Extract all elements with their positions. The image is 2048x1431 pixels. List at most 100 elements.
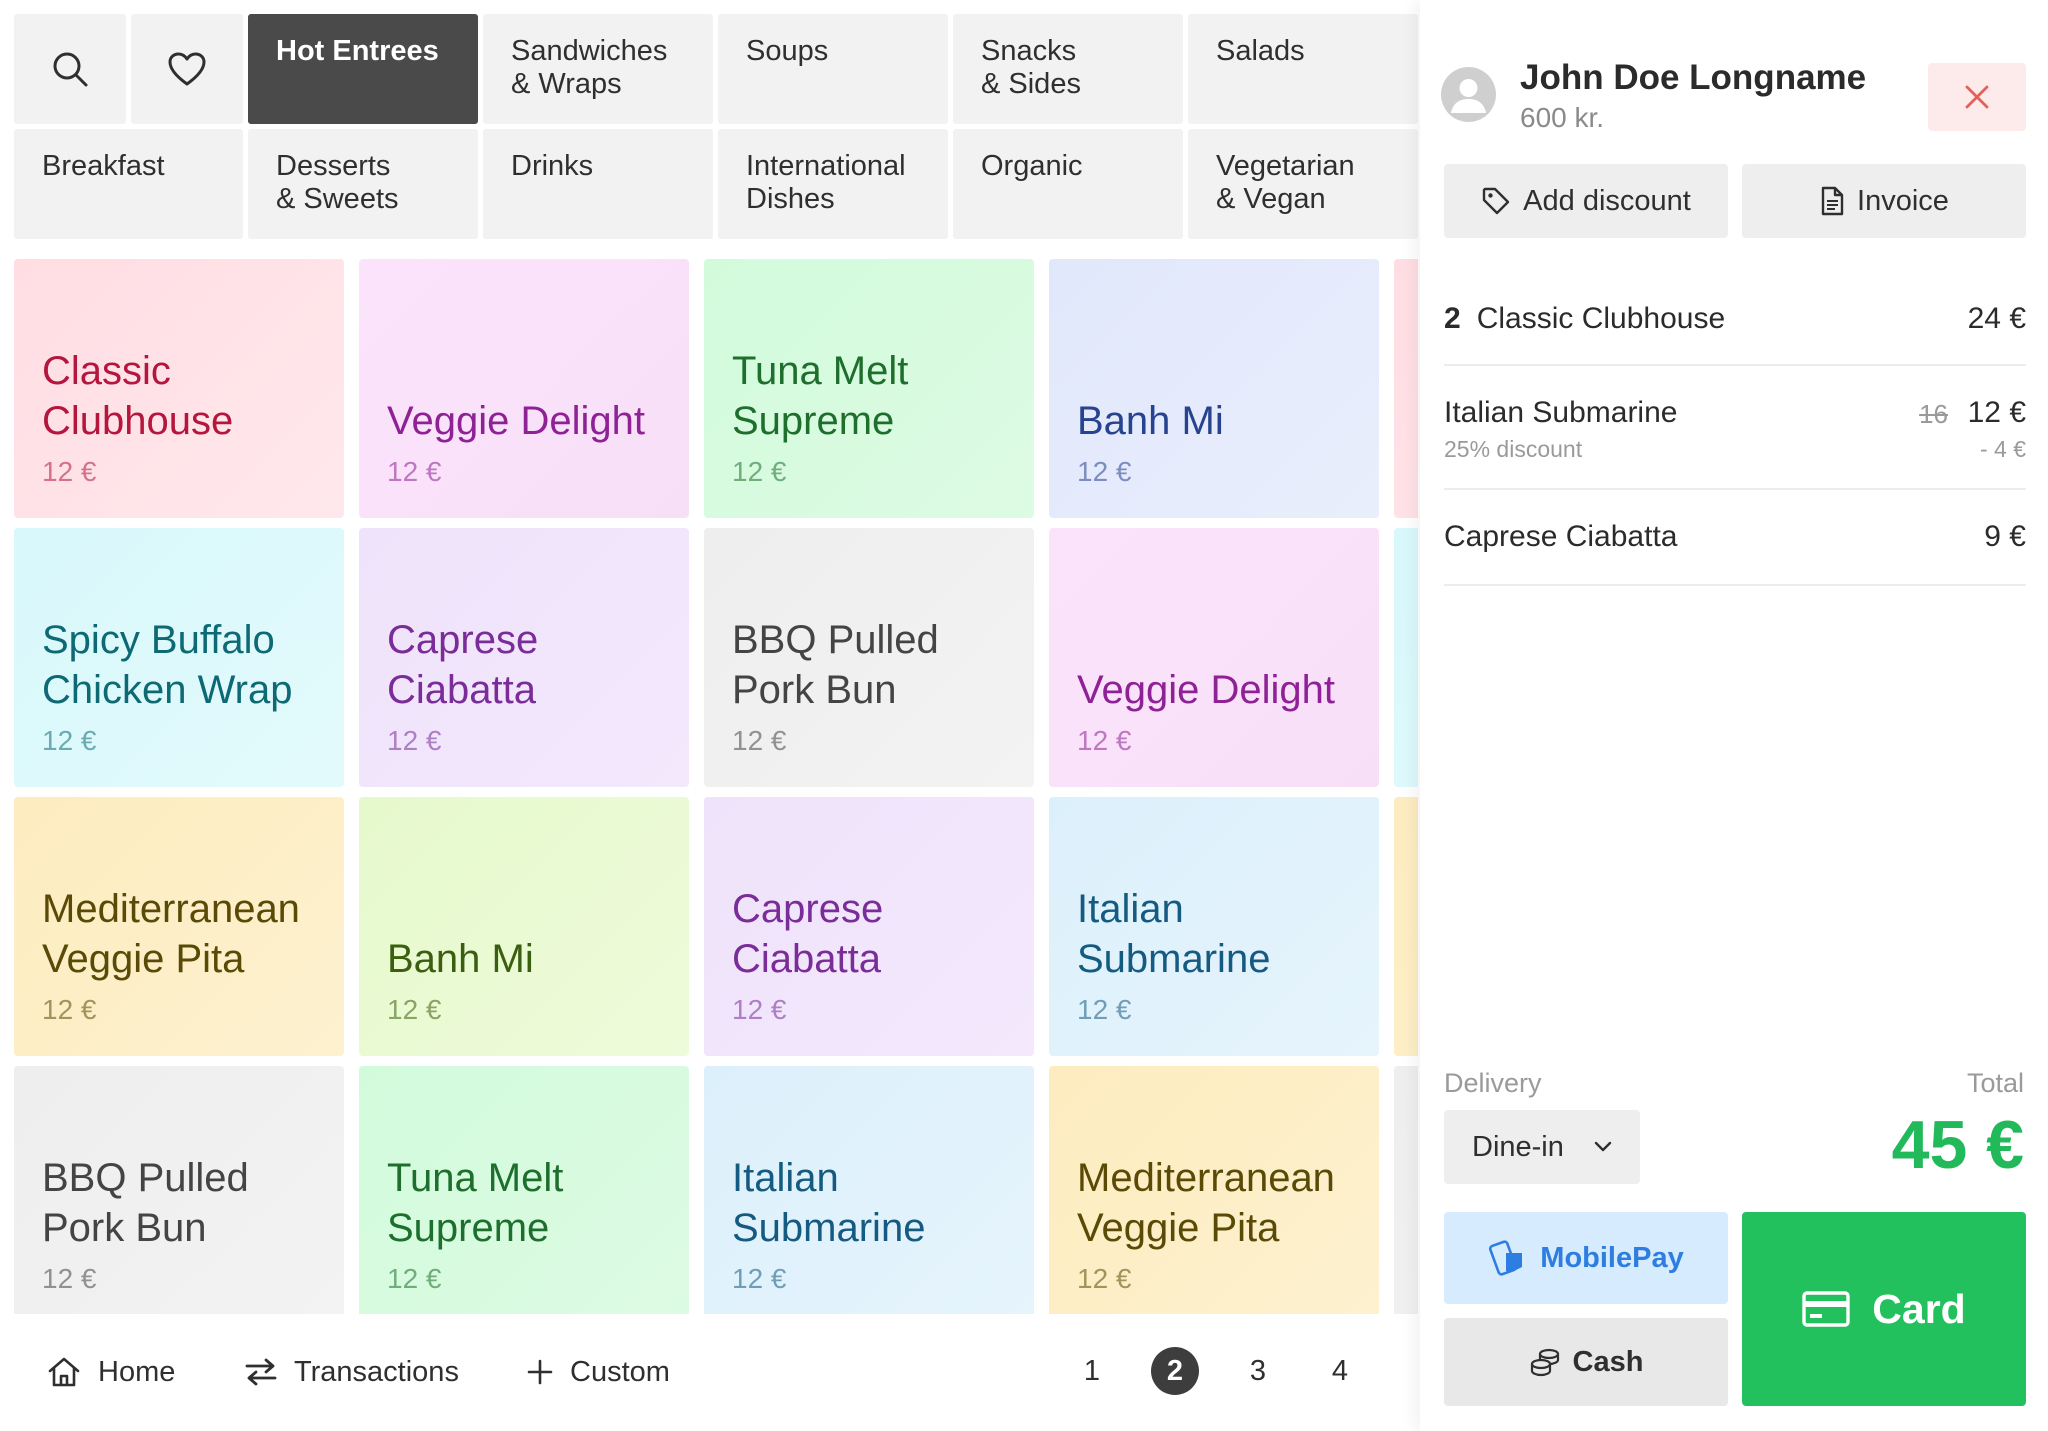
product-tile[interactable]: Classic Clubhouse 12 €	[14, 259, 344, 518]
order-line[interactable]: Caprese Ciabatta 9 €	[1444, 490, 2026, 586]
product-name: Italian Submarine	[732, 1156, 926, 1250]
product-tile[interactable]: Spicy Buffalo Chicken Wrap 12 €	[14, 528, 344, 787]
nav-transactions-label: Transactions	[294, 1355, 459, 1388]
product-tile[interactable]: BBQ Pulled Pork Bun 12 €	[14, 1066, 344, 1314]
page-4[interactable]: 4	[1331, 1354, 1349, 1387]
product-name: Caprese Ciabatta	[732, 887, 884, 981]
page-2[interactable]: 2	[1151, 1347, 1199, 1395]
order-line-discount-amount: - 4 €	[1979, 436, 2026, 462]
card-button[interactable]: Card	[1742, 1212, 2026, 1406]
product-name: Mediterranean Veggie Pita	[1077, 1156, 1335, 1250]
add-discount-button[interactable]: Add discount	[1444, 164, 1728, 238]
nav-custom[interactable]: Custom	[526, 1350, 670, 1394]
tab-drinks[interactable]: Drinks	[483, 129, 713, 239]
order-line-original-price: 16	[1919, 399, 1948, 429]
product-price: 12 €	[387, 725, 442, 756]
plus-icon	[527, 1359, 553, 1385]
product-tile[interactable]: Banh Mi 12 €	[1049, 259, 1379, 518]
product-name: Classic Clubhouse	[42, 349, 234, 443]
product-tile[interactable]: Tuna Melt Supreme 12 €	[359, 1066, 689, 1314]
product-tile[interactable]: E P9	[1394, 1066, 1418, 1314]
tab-salads[interactable]: Salads	[1188, 14, 1418, 124]
product-tile[interactable]: Caprese Ciabatta 12 €	[359, 528, 689, 787]
product-name: Italian Submarine	[1077, 887, 1271, 981]
customer-name: John Doe Longname	[1520, 58, 1867, 97]
product-tile[interactable]: Banh Mi 12 €	[359, 797, 689, 1056]
delivery-select[interactable]: Dine-in	[1444, 1110, 1640, 1184]
product-tile[interactable]: M V1	[1394, 797, 1418, 1056]
product-name: Caprese Ciabatta	[387, 618, 539, 712]
product-price: 12 €	[1077, 1263, 1132, 1294]
document-icon	[1821, 186, 1844, 216]
product-price: 12 €	[732, 994, 787, 1025]
product-name: Tuna Melt Supreme	[387, 1156, 564, 1250]
search-icon	[53, 52, 88, 87]
page-1[interactable]: 1	[1083, 1354, 1101, 1387]
product-tile[interactable]: Tuna Melt Supreme 12 €	[704, 259, 1034, 518]
product-price: 12 €	[42, 456, 97, 487]
product-grid: Classic Clubhouse 12 € Veggie Delight 12 €…	[14, 259, 1418, 1314]
order-line-qty: 2	[1444, 302, 1461, 335]
nav-home[interactable]: Home	[46, 1350, 175, 1394]
product-tile[interactable]: S C8	[1394, 528, 1418, 787]
favorites-button[interactable]	[131, 14, 243, 124]
delivery-value: Dine-in	[1472, 1130, 1564, 1163]
product-name: BBQ Pulled Pork Bun	[42, 1156, 249, 1250]
total-label: Total	[1966, 1068, 2024, 1098]
product-name: Tuna Melt Supreme	[732, 349, 909, 443]
product-tile[interactable]: Mediterranean Veggie Pita 12 €	[14, 797, 344, 1056]
tag-icon	[1482, 187, 1510, 215]
order-panel: John Doe Longname 600 kr. Add discount I…	[1420, 0, 2048, 1431]
order-line-discount-label: 25% discount	[1444, 436, 1583, 462]
coins-icon	[1530, 1348, 1559, 1377]
product-tile[interactable]: BBQ Pulled Pork Bun 12 €	[704, 528, 1034, 787]
search-button[interactable]	[14, 14, 126, 124]
product-tile[interactable]: Veggie Delight 12 €	[359, 259, 689, 518]
product-tile[interactable]: Mediterranean Veggie Pita 12 €	[1049, 1066, 1379, 1314]
mobilepay-button[interactable]: MobilePay	[1444, 1212, 1728, 1304]
customer-balance: 600 kr.	[1520, 102, 1605, 133]
tab-breakfast[interactable]: Breakfast	[14, 129, 243, 239]
tab-desserts-sweets[interactable]: Desserts & Sweets	[248, 129, 478, 239]
order-line-name: Italian Submarine	[1444, 396, 1678, 429]
tab-vegetarian-vegan[interactable]: Vegetarian & Vegan	[1188, 129, 1418, 239]
product-tile[interactable]: Italian Submarine 12 €	[704, 1066, 1034, 1314]
order-line-amount: 12 €	[1967, 396, 2026, 429]
tab-international-dishes[interactable]: International Dishes	[718, 129, 948, 239]
product-name: Veggie Delight	[1077, 668, 1335, 712]
product-price: 12 €	[1077, 456, 1132, 487]
product-tile[interactable]: Veggie Delight 12 €	[1049, 528, 1379, 787]
clear-customer-button[interactable]	[1928, 63, 2026, 131]
product-price: 12 €	[387, 456, 442, 487]
product-price: 12 €	[1077, 725, 1132, 756]
add-discount-label: Add discount	[1523, 184, 1691, 217]
total-value: 45 €	[1891, 1107, 2024, 1183]
product-price: 12 €	[1077, 994, 1132, 1025]
order-line[interactable]: 2 Classic Clubhouse 24 €	[1444, 268, 2026, 366]
order-line[interactable]: Italian Submarine 25% discount 16 12 € -…	[1444, 366, 2026, 490]
order-line-amount: 24 €	[1967, 302, 2026, 335]
product-tile[interactable]: Caprese Ciabatta 12 €	[704, 797, 1034, 1056]
cash-button[interactable]: Cash	[1444, 1318, 1728, 1406]
product-tile[interactable]: C C6	[1394, 259, 1418, 518]
product-tile[interactable]: Italian Submarine 12 €	[1049, 797, 1379, 1056]
page-3[interactable]: 3	[1249, 1354, 1267, 1387]
user-icon	[1451, 79, 1486, 113]
tab-sandwiches-wraps[interactable]: Sandwiches & Wraps	[483, 14, 713, 124]
avatar	[1441, 67, 1496, 122]
product-price: 12 €	[732, 1263, 787, 1294]
chevron-down-icon	[1594, 1141, 1612, 1152]
nav-transactions[interactable]: Transactions	[244, 1350, 459, 1394]
invoice-button[interactable]: Invoice	[1742, 164, 2026, 238]
tab-soups[interactable]: Soups	[718, 14, 948, 124]
tab-hot-entrees[interactable]: Hot Entrees	[248, 14, 478, 124]
home-icon	[48, 1357, 80, 1387]
close-icon	[1965, 85, 1989, 109]
tab-organic[interactable]: Organic	[953, 129, 1183, 239]
tab-snacks-sides[interactable]: Snacks & Sides	[953, 14, 1183, 124]
product-name: Banh Mi	[1077, 399, 1224, 443]
product-name: Spicy Buffalo Chicken Wrap	[42, 618, 293, 712]
heart-icon	[168, 52, 206, 86]
nav-custom-label: Custom	[570, 1355, 670, 1388]
